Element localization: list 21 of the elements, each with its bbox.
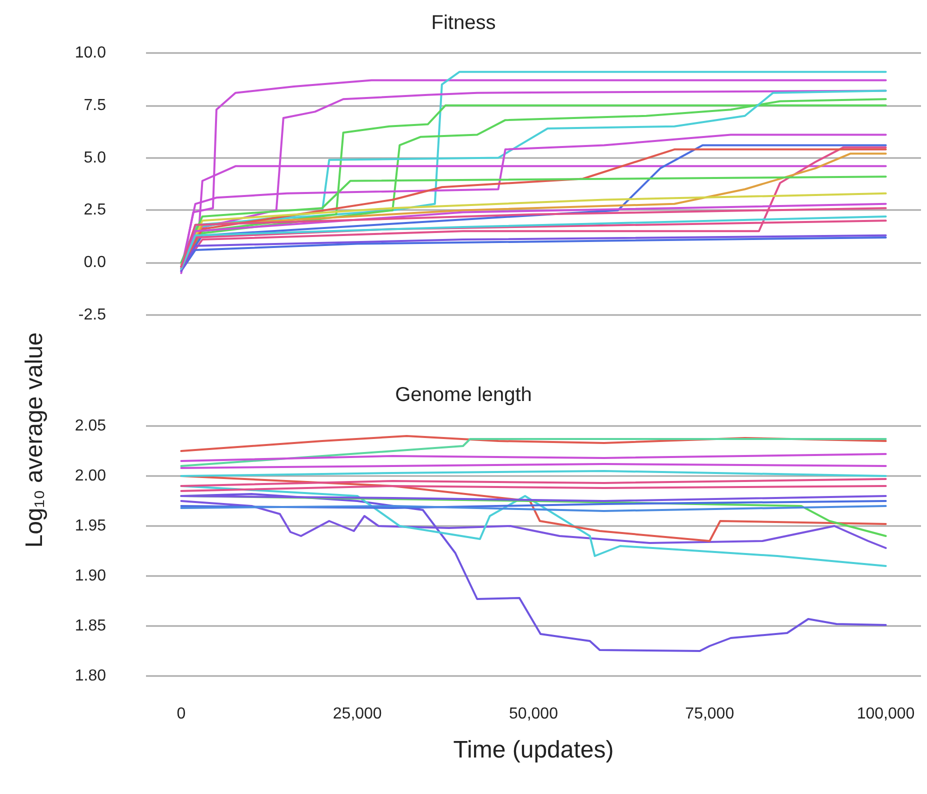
x-tick-label: 50,000 [509, 706, 558, 722]
y-tick-label: 2.5 [84, 202, 106, 219]
y-tick-label: 10.0 [74, 44, 106, 62]
y-tick-label: 1.85 [74, 618, 106, 634]
y-tick-label: 7.5 [84, 96, 106, 114]
x-tick-label: 100,000 [856, 706, 915, 722]
x-axis-title: Time (updates) [453, 736, 614, 764]
y-tick-label: 2.05 [74, 418, 106, 434]
x-tick-label: 75,000 [685, 706, 734, 722]
chart-title: Genome length [395, 384, 532, 406]
y-axis-title: Log₁₀ average value [21, 332, 49, 548]
chart-title: Fitness [431, 12, 496, 34]
y-tick-label: 1.95 [74, 518, 106, 534]
x-tick-label: 25,000 [332, 706, 382, 722]
y-tick-label: 0.0 [84, 254, 106, 272]
y-tick-label: 1.80 [74, 668, 106, 684]
y-tick-label: 5.0 [84, 149, 106, 166]
y-tick-label: -2.5 [78, 306, 106, 324]
x-tick-label: 0 [176, 706, 186, 722]
y-tick-label: 1.90 [74, 568, 106, 584]
y-tick-label: 2.00 [74, 468, 106, 484]
